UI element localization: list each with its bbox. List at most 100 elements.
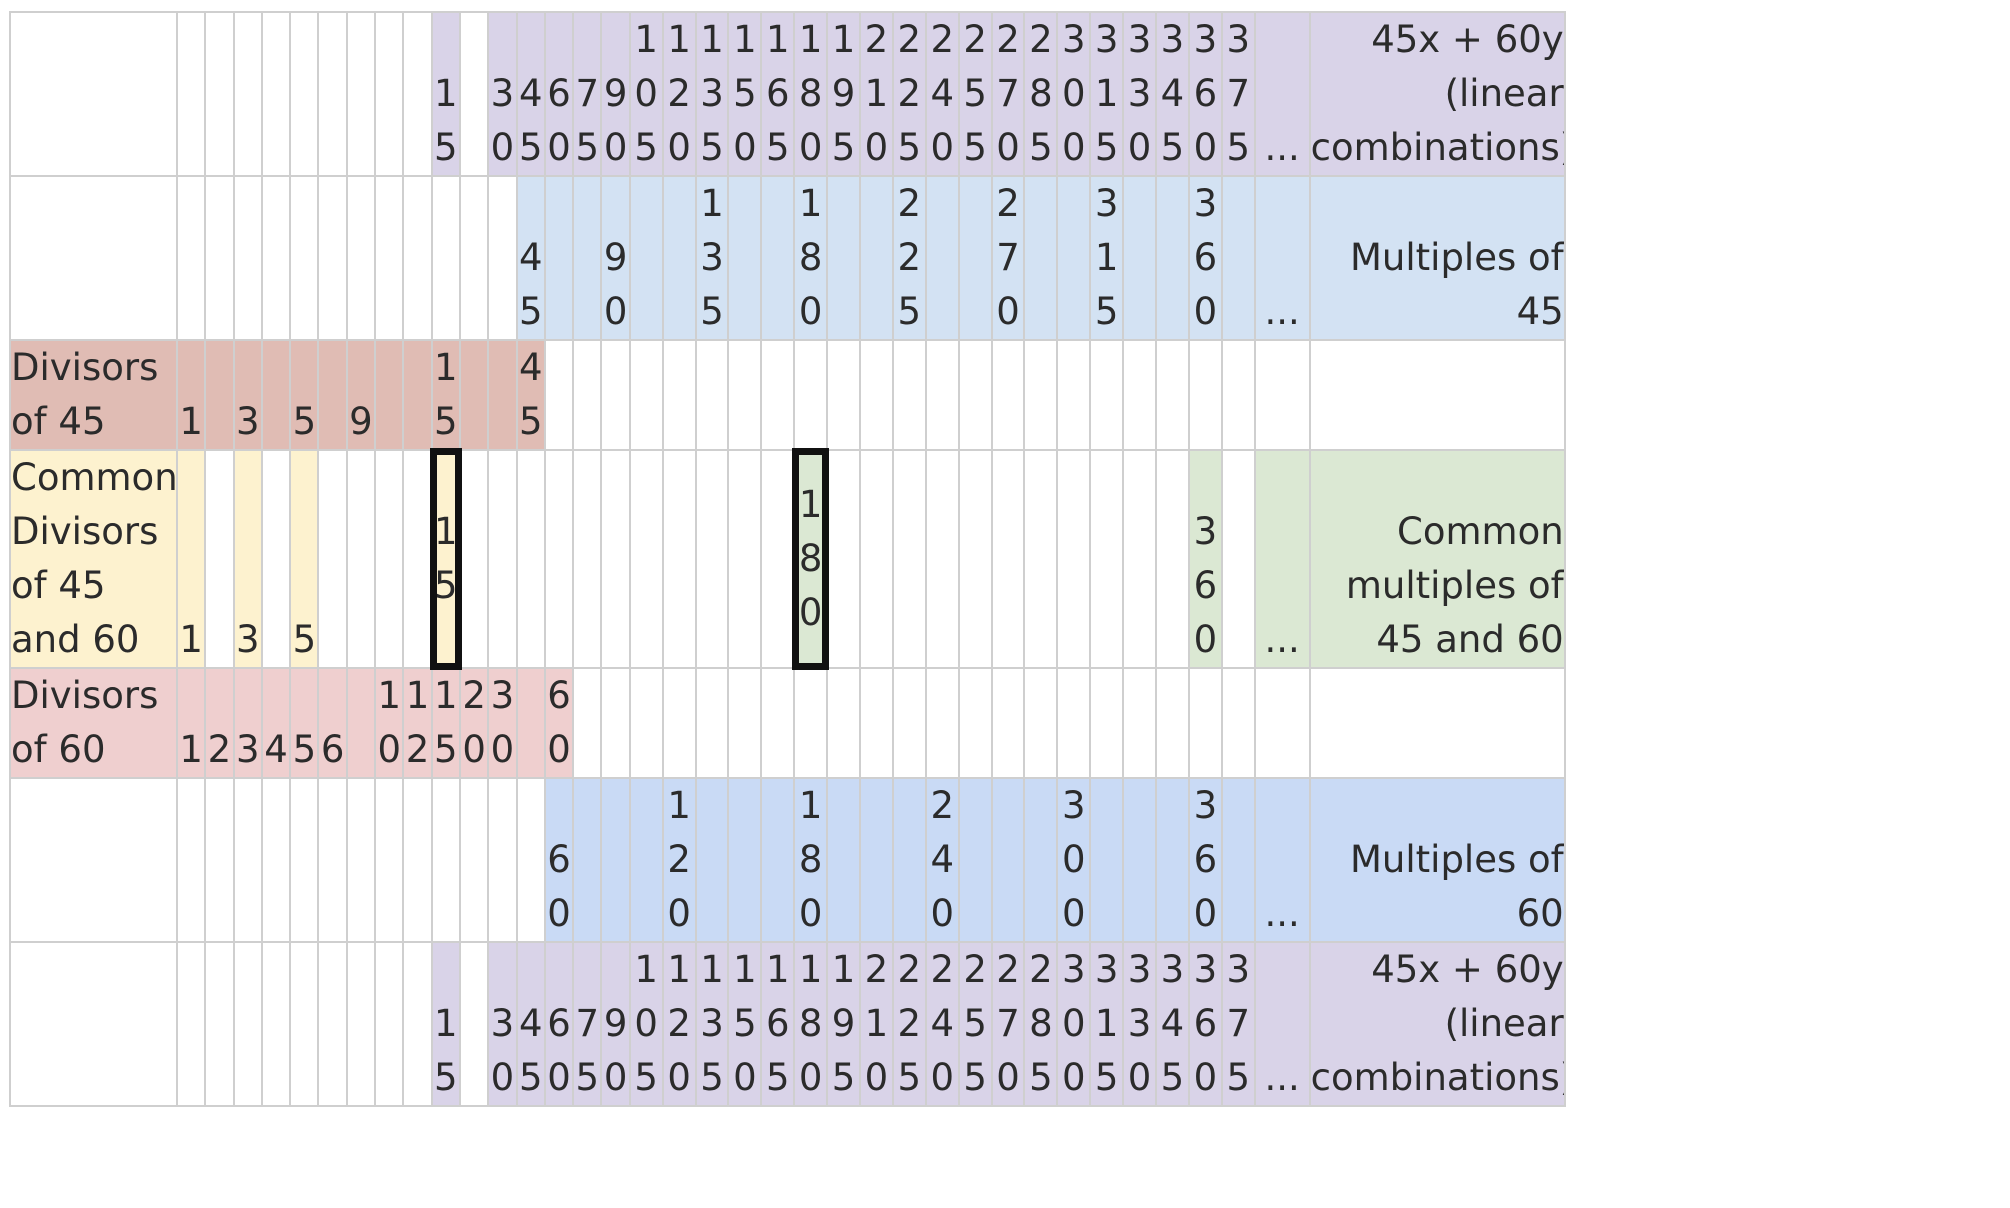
- divisors-of-60-empty-cell: [1220, 667, 1256, 779]
- divisors-of-45-empty-cell: [1089, 339, 1125, 451]
- divisors-of-60-empty-cell: [760, 667, 796, 779]
- linear-combinations-bottom-right-label: 45x + 60y (linear combinations): [1308, 941, 1566, 1107]
- multiples-of-60-empty-cell: [858, 777, 894, 943]
- linear-combinations-top-value-270: 270: [990, 11, 1026, 177]
- multiples-of-60-ellipsis: ...: [1253, 777, 1311, 943]
- multiples-of-45-empty-cell: [458, 175, 490, 341]
- multiples-of-60-empty-cell: [289, 777, 320, 943]
- divisors-of-60-empty-cell: [345, 667, 377, 779]
- common-divisors-and-multiples-empty-cell: [374, 449, 405, 669]
- number-grid: 15 30 45 60 75 90 105 120 135 150 165 180 195 210 225 2…: [9, 11, 1566, 1107]
- divisors-of-45-empty-cell: [402, 339, 433, 451]
- linear-combinations-top-empty-cell: [260, 11, 292, 177]
- common-divisors-and-multiples-empty-cell: [1023, 449, 1059, 669]
- multiples-of-45-empty-cell: [957, 175, 993, 341]
- common-divisors-and-multiples-empty-cell: [826, 449, 861, 669]
- common-divisors-and-multiples-right-label: Common multiples of 45 and 60: [1308, 449, 1566, 669]
- divisors-of-60-empty-cell: [924, 667, 960, 779]
- linear-combinations-bottom-value-285: 285: [1023, 941, 1059, 1107]
- divisors-of-60-empty-cell: [694, 667, 730, 779]
- common-divisors-and-multiples-row: Common Divisors of 45 and 60 1 3 5 15 180 360.…: [9, 448, 1566, 670]
- divisors-of-60-value-3: 3: [232, 667, 263, 779]
- divisors-of-60-value-4: 4: [260, 667, 292, 779]
- divisors-of-45-value-1: 1: [175, 339, 207, 451]
- linear-combinations-top-value-330: 330: [1122, 11, 1157, 177]
- divisors-of-45-empty-cell: [543, 339, 575, 451]
- linear-combinations-top-empty-cell: [232, 11, 263, 177]
- divisors-of-60-empty-cell: [957, 667, 993, 779]
- common-divisors-and-multiples-empty-cell: [628, 449, 664, 669]
- multiples-of-45-empty-cell: [924, 175, 960, 341]
- divisors-of-45-value-45: 45: [515, 339, 546, 451]
- multiples-of-60-empty-cell: [232, 777, 263, 943]
- divisors-of-60-value-10: 10: [374, 667, 405, 779]
- linear-combinations-bottom-value-255: 255: [957, 941, 993, 1107]
- linear-combinations-bottom-value-210: 210: [858, 941, 894, 1107]
- multiples-of-45-value-135: 135: [694, 175, 730, 341]
- divisors-of-45-empty-cell: [1056, 339, 1092, 451]
- divisors-of-60-right-label: [1308, 667, 1566, 779]
- divisors-of-45-value-3: 3: [232, 339, 263, 451]
- divisors-of-60-value-12: 12: [402, 667, 433, 779]
- linear-combinations-top-value-300: 300: [1056, 11, 1092, 177]
- divisors-of-60-empty-cell: [600, 667, 631, 779]
- divisors-of-60-empty-cell: [1155, 667, 1190, 779]
- linear-combinations-top-value-255: 255: [957, 11, 993, 177]
- linear-combinations-top-value-195: 195: [826, 11, 861, 177]
- multiples-of-60-empty-cell: [260, 777, 292, 943]
- divisors-of-45-empty-cell: [727, 339, 763, 451]
- divisors-of-45-empty-cell: [1187, 339, 1223, 451]
- common-divisors-and-multiples-empty-cell: [990, 449, 1026, 669]
- linear-combinations-bottom-empty-cell: [458, 941, 490, 1107]
- multiples-of-45-row: 45 90 135 180 225 270 315 360... Multiples of 45: [9, 175, 1566, 341]
- multiples-of-60-empty-cell: [1220, 777, 1256, 943]
- linear-combinations-top-value-180: 180: [793, 11, 829, 177]
- linear-combinations-bottom-value-195: 195: [826, 941, 861, 1107]
- divisors-of-60-value-20: 20: [458, 667, 490, 779]
- common-divisors-and-multiples-empty-cell: [924, 449, 960, 669]
- multiples-of-60-empty-cell: [515, 777, 546, 943]
- multiples-of-60-value-120: 120: [661, 777, 697, 943]
- multiples-of-60-empty-cell: [458, 777, 490, 943]
- linear-combinations-top-empty-cell: [204, 11, 235, 177]
- multiples-of-45-empty-cell: [402, 175, 433, 341]
- linear-combinations-top-value-225: 225: [891, 11, 927, 177]
- linear-combinations-bottom-row: 15 30 45 60 75 90 105 120 135 150 165 180 195 210 225 2…: [9, 941, 1566, 1107]
- linear-combinations-top-empty-cell: [374, 11, 405, 177]
- linear-combinations-bottom-ellipsis: ...: [1253, 941, 1311, 1107]
- multiples-of-60-empty-cell: [990, 777, 1026, 943]
- linear-combinations-top-empty-cell: [289, 11, 320, 177]
- common-divisors-and-multiples-label: Common Divisors of 45 and 60: [9, 449, 178, 669]
- linear-combinations-top-value-135: 135: [694, 11, 730, 177]
- divisors-of-45-empty-cell: [924, 339, 960, 451]
- linear-combinations-top-value-150: 150: [727, 11, 763, 177]
- multiples-of-45-value-315: 315: [1089, 175, 1125, 341]
- divisors-of-45-right-label: [1308, 339, 1566, 451]
- linear-combinations-bottom-empty-cell: [289, 941, 320, 1107]
- divisors-of-45-empty-cell: [600, 339, 631, 451]
- common-divisors-and-multiples-value-5: 5: [289, 449, 320, 669]
- multiples-of-60-empty-cell: [600, 777, 631, 943]
- multiples-of-60-empty-cell: [1122, 777, 1157, 943]
- multiples-of-60-empty-cell: [204, 777, 235, 943]
- linear-combinations-top-empty-cell: [317, 11, 348, 177]
- common-divisors-and-multiples-value-180: 180: [792, 448, 830, 670]
- divisors-of-60-empty-cell: [793, 667, 829, 779]
- common-divisors-and-multiples-empty-cell: [1155, 449, 1190, 669]
- common-divisors-and-multiples-value-360: 360: [1187, 449, 1223, 669]
- multiples-of-60-empty-cell: [1023, 777, 1059, 943]
- divisors-of-60-empty-cell: [1089, 667, 1125, 779]
- divisors-of-45-empty-cell: [793, 339, 829, 451]
- multiples-of-60-row: 60 120 180 240 300 360... Multiples of 60: [9, 777, 1566, 943]
- divisors-of-60-label: Divisors of 60: [9, 667, 178, 779]
- linear-combinations-top-value-30: 30: [487, 11, 518, 177]
- divisors-of-60-empty-cell: [1122, 667, 1157, 779]
- divisors-of-45-value-9: 9: [345, 339, 377, 451]
- common-divisors-and-multiples-ellipsis: ...: [1253, 449, 1311, 669]
- linear-combinations-top-value-315: 315: [1089, 11, 1125, 177]
- multiples-of-60-empty-cell: [317, 777, 348, 943]
- common-divisors-and-multiples-value-3: 3: [232, 449, 263, 669]
- multiples-of-45-empty-cell: [260, 175, 292, 341]
- multiples-of-45-empty-cell: [175, 175, 207, 341]
- linear-combinations-top-value-105: 105: [628, 11, 664, 177]
